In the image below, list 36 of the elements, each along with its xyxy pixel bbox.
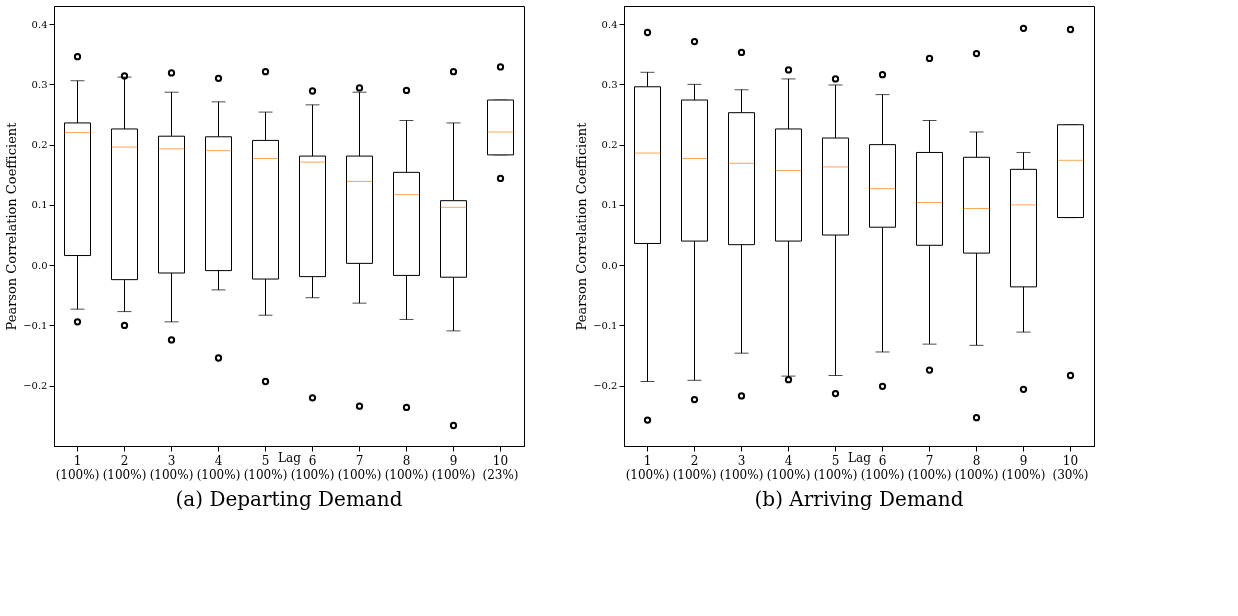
x-tick-label: 4 (100%): [766, 453, 811, 482]
x-tick-label: 2 (100%): [102, 453, 147, 482]
text: (a) Departing Demand: [175, 487, 403, 511]
x-tick-label: 1 (100%): [55, 453, 100, 482]
y-tick-label: 0.2: [31, 139, 48, 151]
x-tick-label: 10 (23%): [482, 453, 519, 482]
x-tick-label: 3 (100%): [719, 453, 764, 482]
y-tick-label: −0.2: [23, 380, 48, 392]
y-tick-label: 0.3: [31, 78, 48, 90]
x-tick-label: 1 (100%): [625, 453, 670, 482]
x-tick-label: 9 (100%): [431, 453, 476, 482]
x-tick-label: 8 (100%): [384, 453, 429, 482]
y-tick-label: −0.1: [23, 319, 48, 331]
y-tick-label: 0.3: [601, 78, 618, 90]
x-tick-label: 10 (30%): [1052, 453, 1089, 482]
y-axis-title: Pearson Correlation Coefficient: [4, 121, 20, 331]
x-tick-label: 9 (100%): [1001, 453, 1046, 482]
y-tick-label: 0.0: [31, 259, 48, 271]
y-axis-title: Pearson Correlation Coefficient: [574, 121, 590, 331]
y-tick-label: 0.4: [31, 18, 48, 30]
text: (b) Arriving Demand: [754, 487, 964, 511]
y-tick-label: 0.2: [601, 139, 618, 151]
x-axis-title: Lag: [848, 450, 872, 465]
y-tick-label: −0.1: [593, 319, 618, 331]
x-tick-label: 7 (100%): [907, 453, 952, 482]
y-tick-label: −0.2: [593, 380, 618, 392]
y-tick-label: 0.1: [31, 199, 48, 211]
x-tick-label: 8 (100%): [954, 453, 999, 482]
x-axis-title: Lag: [278, 450, 302, 465]
x-tick-label: 4 (100%): [196, 453, 241, 482]
y-tick-label: 0.1: [601, 199, 618, 211]
x-tick-label: 7 (100%): [337, 453, 382, 482]
y-tick-label: 0.4: [601, 18, 618, 30]
x-tick-label: 2 (100%): [672, 453, 717, 482]
y-tick-label: 0.0: [601, 259, 618, 271]
x-tick-label: 3 (100%): [149, 453, 194, 482]
